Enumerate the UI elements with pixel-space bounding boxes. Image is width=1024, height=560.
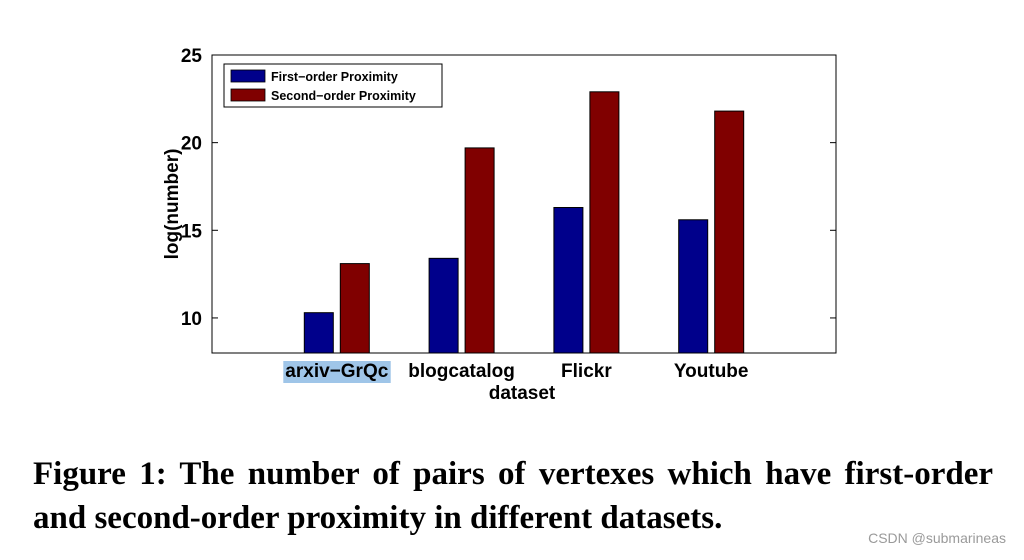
legend-label-second-order: Second−order Proximity: [271, 89, 416, 103]
x-tick-label: Flickr: [561, 361, 612, 382]
legend-swatch-first-order: [230, 69, 266, 83]
bar-second-order-3: [714, 110, 745, 354]
bar-first-order-2: [553, 207, 584, 354]
text-selection-highlight: [283, 361, 391, 383]
bars-layer: [303, 91, 745, 354]
y-tick-label: 20: [181, 134, 202, 155]
y-ticks: 10 15 20 25: [181, 46, 836, 330]
x-tick-label: arxiv−GrQc: [285, 361, 388, 382]
legend: First−order Proximity Second−order Proxi…: [223, 63, 443, 108]
y-tick-label: 10: [181, 309, 202, 330]
y-tick-label: 25: [181, 46, 203, 67]
bar-first-order-3: [678, 219, 709, 354]
x-tick-label: blogcatalog: [408, 361, 515, 382]
watermark: CSDN @submarineas: [868, 530, 1006, 546]
y-axis-label: log(number): [162, 149, 183, 260]
bar-second-order-2: [589, 91, 620, 354]
legend-swatch-second-order: [230, 88, 266, 102]
x-axis-label: dataset: [489, 383, 556, 404]
figure-caption: Figure 1: The number of pairs of vertexe…: [33, 456, 993, 536]
bar-second-order-1: [464, 147, 495, 354]
x-tick-label: Youtube: [674, 361, 749, 382]
chart: 10 15 20 25 arxiv−GrQc blogcatalog Flickr Yout…: [162, 46, 837, 404]
axes-frame: [211, 54, 837, 354]
bar-first-order-1: [428, 257, 459, 354]
y-tick-label: 15: [181, 221, 203, 242]
x-tick-labels: arxiv−GrQc blogcatalog Flickr Youtube: [283, 361, 748, 383]
bar-first-order-0: [303, 312, 334, 354]
bar-second-order-0: [339, 263, 370, 354]
legend-label-first-order: First−order Proximity: [271, 70, 398, 84]
